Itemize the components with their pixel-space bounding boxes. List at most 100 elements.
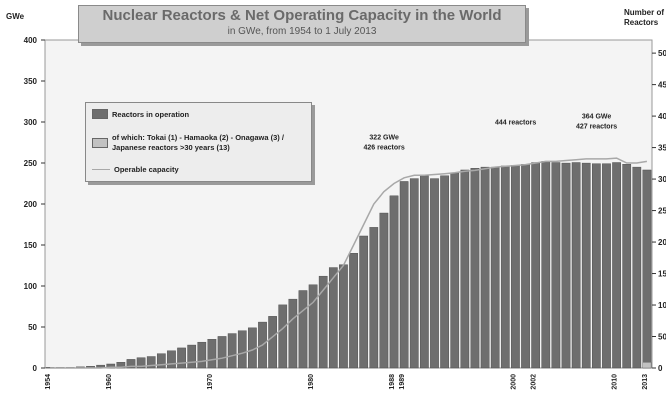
annotation-label: 322 GWe [369, 134, 399, 141]
y2-tick-label: 100 [658, 301, 666, 310]
bar-reactors [167, 350, 176, 369]
bar-reactors [440, 175, 449, 369]
y-tick-label: 0 [33, 364, 38, 373]
bar-reactors [156, 353, 166, 369]
x-tick-label: 2013 [642, 374, 649, 390]
legend-item-reactors: Reactors in operation [92, 109, 189, 119]
chart-title: Nuclear Reactors & Net Operating Capacit… [102, 7, 502, 24]
y-tick-label: 250 [24, 159, 38, 168]
x-tick-label: 1989 [399, 374, 406, 390]
y-tick-label: 100 [24, 282, 38, 291]
legend-item-subset: of which: Tokai (1) - Hamaoka (2) - Onag… [92, 133, 302, 153]
bar-reactors [106, 363, 116, 369]
bar-reactors [207, 339, 217, 369]
bar-reactors [460, 169, 470, 369]
bar-reactors [581, 162, 591, 369]
bar-reactors [136, 357, 146, 369]
legend-swatch-capacity [92, 169, 110, 170]
annotation-label: 444 reactors [495, 120, 536, 127]
legend-label-subset: of which: Tokai (1) - Hamaoka (2) - Onag… [112, 133, 284, 152]
y-tick-label: 350 [24, 77, 38, 86]
annotation-label: 427 reactors [576, 124, 617, 131]
x-tick-label: 1960 [106, 374, 113, 390]
y-axis-label: GWe [6, 12, 25, 21]
legend-swatch-subset [92, 138, 108, 148]
bar-reactors [571, 162, 581, 369]
bar-reactors [430, 178, 439, 369]
bar-reactors [268, 316, 277, 369]
bar-reactors [177, 347, 186, 369]
bar-reactors [288, 298, 298, 369]
legend: Reactors in operation of which: Tokai (1… [85, 102, 312, 182]
bar-reactors [409, 178, 419, 369]
bar-reactors [187, 344, 197, 369]
bar-reactors [399, 181, 409, 369]
y2-tick-label: 50 [658, 333, 666, 342]
bar-reactors [116, 362, 126, 369]
x-tick-label: 1988 [389, 374, 396, 390]
bar-reactors [328, 267, 338, 369]
bar-reactors [369, 227, 379, 369]
bar-reactors [602, 163, 611, 369]
y2-tick-label: 500 [658, 49, 666, 58]
bar-reactors [318, 275, 328, 369]
bar-reactors [227, 333, 237, 369]
bar-reactors [500, 165, 510, 369]
bar-reactors [480, 166, 490, 369]
bar-subset [642, 362, 652, 369]
y2-tick-label: 200 [658, 238, 666, 247]
y2-tick-label: 350 [658, 144, 666, 153]
y-tick-label: 400 [24, 36, 38, 45]
bar-reactors [278, 304, 288, 369]
y2-axis-label: Number of Reactors [624, 8, 664, 27]
bar-reactors [511, 165, 520, 369]
y2-tick-label: 450 [658, 81, 666, 90]
x-tick-label: 2010 [612, 374, 619, 390]
bar-reactors [490, 166, 500, 369]
bar-reactors [450, 172, 460, 369]
line-operable-capacity [50, 157, 648, 369]
bar-reactors [197, 341, 207, 369]
bar-reactors [308, 284, 318, 369]
y-tick-label: 150 [24, 241, 38, 250]
legend-label-reactors: Reactors in operation [112, 109, 190, 119]
chart-title-box: Nuclear Reactors & Net Operating Capacit… [78, 5, 526, 43]
x-tick-label: 1980 [308, 374, 315, 390]
bar-reactors [379, 212, 389, 369]
bar-reactors [551, 162, 561, 369]
bar-reactors [541, 161, 551, 369]
bar-reactors [470, 168, 480, 369]
bar-reactors [561, 162, 571, 369]
y-tick-label: 50 [28, 323, 37, 332]
y2-tick-label: 300 [658, 175, 666, 184]
bar-reactors [339, 264, 348, 369]
bar-reactors [237, 330, 247, 369]
annotation-label: 364 GWe [582, 114, 612, 121]
bar-reactors [642, 169, 652, 369]
y2-tick-label: 150 [658, 270, 666, 279]
plot-area [44, 39, 653, 369]
bar-reactors [521, 164, 530, 369]
bar-reactors [298, 290, 308, 369]
legend-swatch-reactors [92, 109, 108, 119]
bar-reactors [126, 359, 136, 369]
legend-label-capacity: Operable capacity [114, 165, 179, 174]
bar-reactors [349, 252, 358, 369]
x-tick-label: 2002 [531, 374, 538, 390]
bar-reactors [531, 162, 541, 369]
bar-reactors [612, 162, 621, 369]
y-tick-label: 300 [24, 118, 38, 127]
bar-reactors [389, 195, 399, 369]
y2-tick-label: 0 [658, 364, 663, 373]
legend-item-capacity: Operable capacity [92, 165, 179, 174]
y-tick-label: 200 [24, 200, 38, 209]
chart-subtitle: in GWe, from 1954 to 1 July 2013 [227, 26, 377, 37]
y2-tick-label: 250 [658, 207, 666, 216]
bar-reactors [632, 166, 642, 369]
bar-reactors [217, 336, 227, 369]
y2-tick-label: 400 [658, 112, 666, 121]
x-tick-label: 1954 [45, 374, 52, 390]
annotation-label: 426 reactors [364, 144, 405, 151]
